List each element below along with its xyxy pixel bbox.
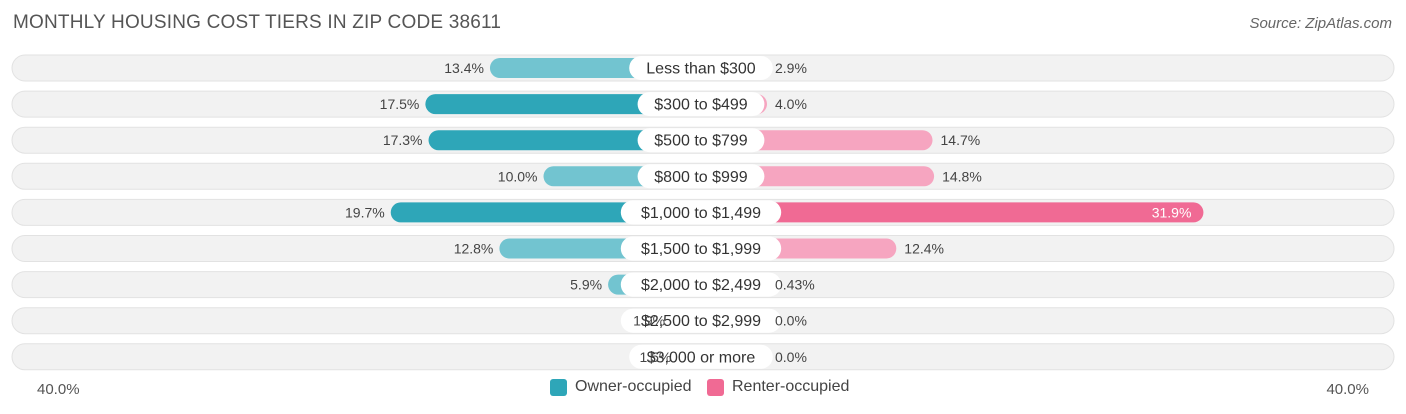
renter-value-label: 14.7% xyxy=(941,132,981,148)
axis-left-label: 40.0% xyxy=(37,381,80,398)
category-label: $1,000 to $1,499 xyxy=(641,205,761,222)
renter-value-label: 14.8% xyxy=(942,168,982,184)
renter-value-label: 12.4% xyxy=(904,241,944,257)
chart-row: $1,500 to $1,999 12.8% 12.4% xyxy=(11,235,1395,262)
owner-value-label: 5.9% xyxy=(570,277,602,293)
owner-value-label: 12.8% xyxy=(454,241,494,257)
renter-value-label: 2.9% xyxy=(775,60,807,76)
renter-value-label: 0.43% xyxy=(775,277,815,293)
diverging-bar-chart: Less than $300 13.4% 2.9% $300 to $499 17.5%… xyxy=(11,54,1395,371)
chart-row: $500 to $799 17.3% 14.7% xyxy=(11,126,1395,154)
legend-swatch-renter xyxy=(707,378,724,396)
category-pill xyxy=(637,92,765,117)
category-pill xyxy=(637,164,765,189)
owner-value-label: 17.3% xyxy=(383,132,423,148)
category-label: $500 to $799 xyxy=(654,133,748,150)
category-label: Less than $300 xyxy=(646,61,756,78)
category-label: $300 to $499 xyxy=(654,97,748,114)
legend-label-owner: Owner-occupied xyxy=(575,378,692,395)
category-pill xyxy=(620,272,782,297)
category-pill xyxy=(629,344,773,369)
category-pill xyxy=(620,308,782,333)
chart-row: Less than $300 13.4% 2.9% xyxy=(11,54,1395,82)
legend: Owner-occupied Renter-occupied xyxy=(0,378,1406,400)
category-pill xyxy=(629,56,773,80)
renter-value-label: 4.0% xyxy=(775,96,807,112)
owner-value-label: 19.7% xyxy=(345,204,385,220)
category-label: $2,000 to $2,499 xyxy=(641,277,761,294)
renter-value-label: 31.9% xyxy=(1152,204,1192,220)
chart-title: MONTHLY HOUSING COST TIERS IN ZIP CODE 3… xyxy=(13,12,502,33)
axis-right-label: 40.0% xyxy=(1326,381,1369,398)
owner-value-label: 13.4% xyxy=(444,60,484,76)
category-label: $2,500 to $2,999 xyxy=(641,313,761,330)
category-label: $3,000 or more xyxy=(647,349,756,366)
owner-value-label: 10.0% xyxy=(498,168,538,184)
category-pill xyxy=(637,128,765,153)
category-pill xyxy=(620,200,782,225)
source-credit: Source: ZipAtlas.com xyxy=(1249,15,1392,32)
renter-value-label: 0.0% xyxy=(775,313,807,329)
category-label: $1,500 to $1,999 xyxy=(641,241,761,258)
renter-bar xyxy=(691,202,1204,223)
legend-label-renter: Renter-occupied xyxy=(732,378,850,395)
owner-value-label: 1.9% xyxy=(633,313,665,329)
legend-swatch-owner xyxy=(550,378,567,396)
category-label: $800 to $999 xyxy=(654,169,748,186)
chart-row: $300 to $499 17.5% 4.0% xyxy=(11,90,1395,118)
owner-value-label: 17.5% xyxy=(380,96,420,112)
owner-value-label: 1.5% xyxy=(639,349,671,365)
renter-value-label: 0.0% xyxy=(775,349,807,365)
chart-row: $1,000 to $1,499 19.7% 31.9% xyxy=(11,198,1395,226)
legend-item-owner: Owner-occupied xyxy=(550,378,692,396)
chart-row: $800 to $999 10.0% 14.8% xyxy=(11,162,1395,190)
category-pill xyxy=(620,236,782,261)
legend-item-renter: Renter-occupied xyxy=(707,378,849,396)
chart-row: $2,000 to $2,499 5.9% 0.43% xyxy=(11,271,1395,299)
